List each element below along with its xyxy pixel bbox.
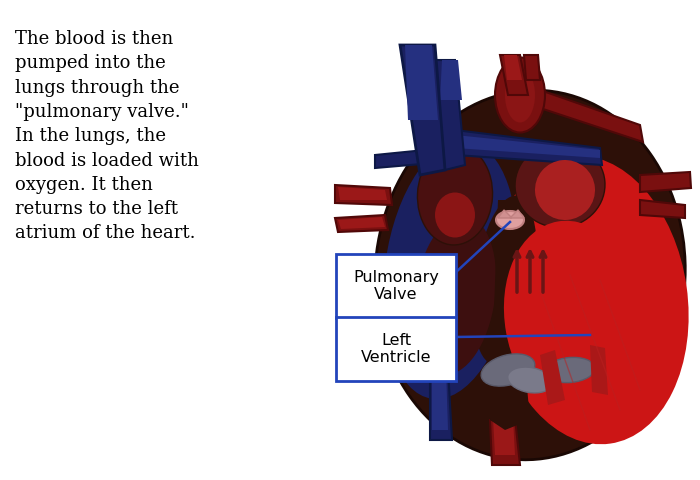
Polygon shape [510, 210, 524, 218]
FancyBboxPatch shape [336, 254, 456, 318]
Polygon shape [540, 350, 565, 405]
Polygon shape [338, 217, 385, 229]
Ellipse shape [374, 90, 685, 460]
Polygon shape [400, 45, 445, 175]
Ellipse shape [414, 216, 496, 374]
Polygon shape [500, 55, 528, 95]
Text: The blood is then
pumped into the
lungs through the
"pulmonary valve."
In the lu: The blood is then pumped into the lungs … [15, 30, 199, 242]
Polygon shape [490, 200, 530, 430]
Polygon shape [640, 172, 691, 192]
Polygon shape [435, 60, 465, 170]
Polygon shape [498, 210, 512, 218]
Ellipse shape [535, 160, 595, 220]
Polygon shape [455, 130, 602, 165]
Polygon shape [338, 187, 387, 200]
Polygon shape [493, 418, 515, 455]
Text: Pulmonary
Valve: Pulmonary Valve [353, 270, 439, 302]
Ellipse shape [496, 211, 524, 229]
Polygon shape [430, 368, 452, 440]
Ellipse shape [508, 367, 552, 393]
Ellipse shape [383, 141, 517, 399]
Text: Left
Ventricle: Left Ventricle [360, 333, 431, 365]
Polygon shape [405, 45, 438, 120]
Ellipse shape [435, 192, 475, 238]
Polygon shape [440, 60, 462, 100]
Ellipse shape [505, 68, 535, 122]
Polygon shape [432, 368, 448, 430]
Ellipse shape [491, 156, 689, 444]
Ellipse shape [481, 354, 535, 386]
Ellipse shape [504, 221, 646, 419]
Polygon shape [524, 55, 540, 80]
Polygon shape [335, 215, 388, 232]
Ellipse shape [417, 145, 493, 245]
Polygon shape [335, 185, 392, 205]
Polygon shape [590, 345, 608, 395]
Polygon shape [540, 90, 643, 142]
Ellipse shape [473, 196, 537, 364]
Polygon shape [640, 200, 685, 218]
Ellipse shape [545, 357, 595, 383]
Polygon shape [490, 418, 520, 465]
Ellipse shape [515, 143, 605, 228]
FancyBboxPatch shape [336, 317, 456, 381]
Polygon shape [504, 55, 522, 80]
Polygon shape [455, 135, 600, 158]
Polygon shape [375, 148, 445, 168]
Ellipse shape [495, 58, 545, 132]
